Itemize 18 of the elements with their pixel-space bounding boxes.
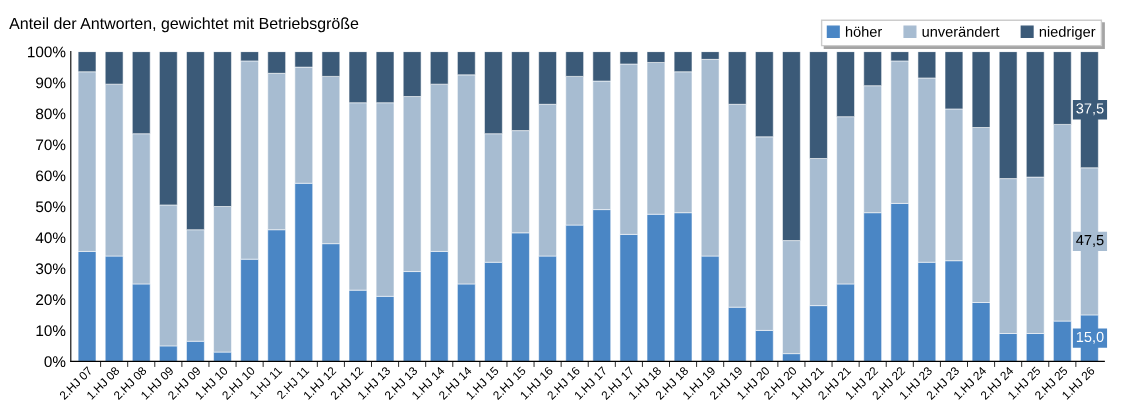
data-label: 47,5 <box>1076 235 1104 247</box>
y-tick-label: 30% <box>35 263 66 275</box>
legend-label: unverändert <box>922 26 1000 37</box>
y-tick-label: 20% <box>36 294 66 306</box>
y-tick-label: 80% <box>36 108 66 120</box>
legend-label: niedriger <box>1039 26 1096 40</box>
y-tick-label: 40% <box>35 232 66 244</box>
y-tick-label: 10% <box>36 325 66 337</box>
y-tick-label: 50% <box>35 201 66 213</box>
legend-label: höher <box>845 26 883 37</box>
y-tick-label: 100% <box>28 46 66 58</box>
chart-title: Anteil der Antworten, gewichtet mit Betriebsgröße <box>9 17 359 33</box>
y-tick-label: 0% <box>44 356 66 368</box>
y-tick-label: 90% <box>36 77 66 89</box>
y-tick-label: 60% <box>36 170 66 182</box>
data-label: 15,0 <box>1076 331 1104 344</box>
y-tick-label: 70% <box>36 139 66 151</box>
data-label: 37,5 <box>1076 103 1104 116</box>
